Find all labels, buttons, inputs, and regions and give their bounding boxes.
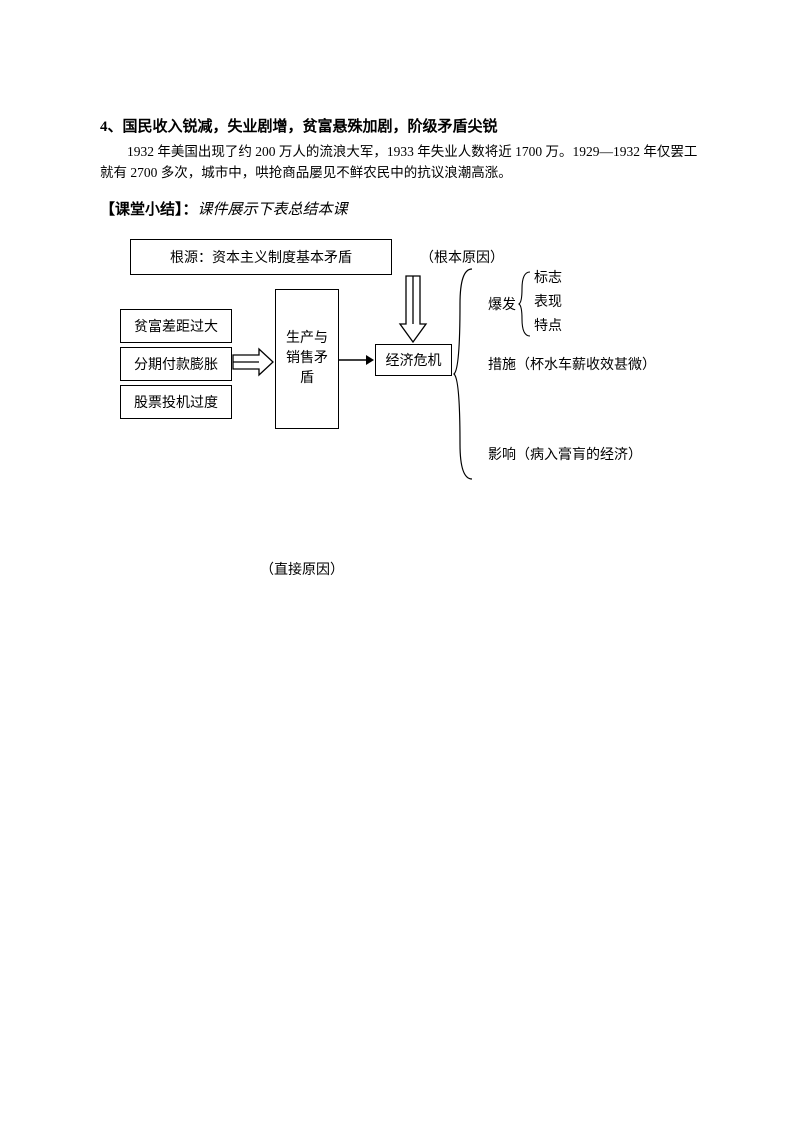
root-cause-box: 根源：资本主义制度基本矛盾 (130, 239, 392, 275)
cause-text-1: 分期付款膨胀 (134, 354, 218, 374)
cause-text-0: 贫富差距过大 (134, 316, 218, 336)
cause-box-speculation: 股票投机过度 (120, 385, 232, 419)
production-sale-text: 生产与销售矛盾 (282, 329, 332, 388)
cause-box-wealth-gap: 贫富差距过大 (120, 309, 232, 343)
impact-label: 影响（病入膏肓的经济） (488, 444, 642, 464)
summary-diagram: 根源：资本主义制度基本矛盾 （根本原因） 贫富差距过大 分期付款膨胀 股票投机过… (100, 229, 700, 589)
outbreak-item-1: 表现 (534, 291, 562, 311)
summary-desc: 课件展示下表总结本课 (198, 202, 348, 218)
outbreak-item-2: 特点 (534, 315, 562, 335)
section-heading: 4、国民收入锐减，失业剧增，贫富悬殊加剧，阶级矛盾尖锐 (100, 115, 700, 136)
big-brace (452, 264, 482, 484)
cause-text-2: 股票投机过度 (134, 392, 218, 412)
direct-cause-label: （直接原因） (260, 559, 344, 579)
summary-title: 【课堂小结】：课件展示下表总结本课 (100, 198, 700, 219)
arrow-left-to-mid (231, 347, 275, 377)
root-cause-text: 根源：资本主义制度基本矛盾 (170, 247, 352, 267)
outbreak-item-0: 标志 (534, 267, 562, 287)
production-sale-box: 生产与销售矛盾 (275, 289, 339, 429)
cause-box-installment: 分期付款膨胀 (120, 347, 232, 381)
arrow-mid-to-crisis (338, 353, 374, 367)
crisis-text: 经济危机 (386, 350, 442, 370)
arrow-root-to-crisis (398, 274, 428, 344)
outbreak-label: 爆发 (488, 294, 516, 314)
body-paragraph: 1932 年美国出现了约 200 万人的流浪大军，1933 年失业人数将近 17… (100, 142, 700, 184)
measures-label: 措施（杯水车薪收效甚微） (488, 354, 656, 374)
summary-label: 【课堂小结】： (100, 202, 198, 218)
crisis-box: 经济危机 (375, 344, 452, 376)
